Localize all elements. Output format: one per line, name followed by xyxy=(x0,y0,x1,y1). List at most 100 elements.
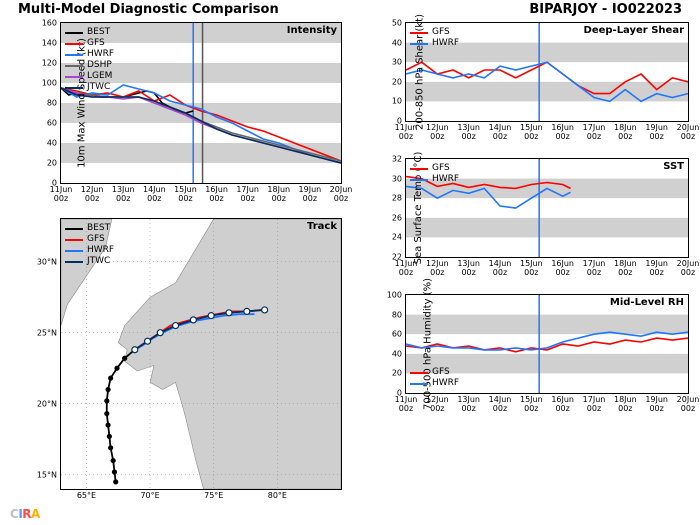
y-tick: 40 xyxy=(374,349,402,358)
y-tick: 20 xyxy=(374,77,402,86)
legend-item: GFS xyxy=(65,38,114,49)
x-tick: 15Jun 00z xyxy=(520,123,543,141)
x-tick: 65°E xyxy=(77,491,96,500)
legend-swatch xyxy=(410,372,428,374)
legend-label: LGEM xyxy=(87,71,112,82)
legend-swatch xyxy=(65,250,83,252)
y-tick: 60 xyxy=(374,330,402,339)
x-tick: 11Jun 00z xyxy=(395,123,418,141)
y-tick: 80 xyxy=(29,99,57,108)
legend-swatch xyxy=(65,65,83,67)
y-tick: 25°N xyxy=(27,328,57,337)
x-tick: 11Jun 00z xyxy=(395,395,418,413)
y-tick: 100 xyxy=(374,291,402,300)
x-tick: 15Jun 00z xyxy=(520,395,543,413)
sst-panel: SSTSea Surface Temp (°C)22242628303211Ju… xyxy=(405,158,689,258)
x-tick: 11Jun 00z xyxy=(50,185,73,203)
legend-swatch xyxy=(65,87,83,89)
legend-item: DSHP xyxy=(65,60,114,71)
legend-label: DSHP xyxy=(87,60,112,71)
y-tick: 30 xyxy=(374,174,402,183)
y-tick: 40 xyxy=(374,38,402,47)
x-tick: 12Jun 00z xyxy=(426,123,449,141)
x-tick: 14Jun 00z xyxy=(489,259,512,277)
legend: BESTGFSHWRFJTWC xyxy=(65,223,114,267)
y-tick: 30 xyxy=(374,58,402,67)
legend-swatch xyxy=(65,32,83,34)
legend-item: JTWC xyxy=(65,82,114,93)
x-tick: 13Jun 00z xyxy=(457,395,480,413)
legend-swatch xyxy=(65,43,83,45)
x-tick: 14Jun 00z xyxy=(143,185,166,203)
x-tick: 16Jun 00z xyxy=(551,259,574,277)
shear-panel: Deep-Layer Shear200-850 hPa Shear (kt)01… xyxy=(405,22,689,122)
y-tick: 15°N xyxy=(27,470,57,479)
x-tick: 12Jun 00z xyxy=(426,395,449,413)
x-tick: 15Jun 00z xyxy=(174,185,197,203)
x-tick: 17Jun 00z xyxy=(583,259,606,277)
x-tick: 17Jun 00z xyxy=(583,395,606,413)
main-title: Multi-Model Diagnostic Comparison xyxy=(18,2,279,17)
y-tick: 100 xyxy=(29,79,57,88)
x-tick: 13Jun 00z xyxy=(457,123,480,141)
x-tick: 15Jun 00z xyxy=(520,259,543,277)
panel-corner-label: SST xyxy=(663,161,684,172)
legend-label: GFS xyxy=(87,38,105,49)
x-tick: 18Jun 00z xyxy=(614,259,637,277)
legend-label: GFS xyxy=(432,27,450,38)
y-axis-label: 700-500 hPa Humidity (%) xyxy=(423,278,434,410)
legend: GFSHWRF xyxy=(410,27,459,49)
y-tick: 120 xyxy=(29,59,57,68)
legend-item: GFS xyxy=(410,367,459,378)
legend-label: HWRF xyxy=(432,38,459,49)
y-tick: 60 xyxy=(29,119,57,128)
legend-item: BEST xyxy=(65,27,114,38)
y-tick: 20 xyxy=(374,369,402,378)
x-tick: 18Jun 00z xyxy=(614,123,637,141)
x-tick: 16Jun 00z xyxy=(205,185,228,203)
y-tick: 140 xyxy=(29,39,57,48)
y-tick: 50 xyxy=(374,19,402,28)
panel-corner-label: Intensity xyxy=(287,25,337,36)
x-tick: 20Jun 00z xyxy=(677,123,700,141)
cira-logo: CIRA xyxy=(10,507,40,521)
x-tick: 16Jun 00z xyxy=(551,395,574,413)
x-tick: 11Jun 00z xyxy=(395,259,418,277)
x-tick: 70°E xyxy=(140,491,159,500)
x-tick: 19Jun 00z xyxy=(645,123,668,141)
x-tick: 18Jun 00z xyxy=(614,395,637,413)
x-tick: 13Jun 00z xyxy=(457,259,480,277)
x-tick: 12Jun 00z xyxy=(81,185,104,203)
x-tick: 19Jun 00z xyxy=(299,185,322,203)
y-tick: 20°N xyxy=(27,399,57,408)
legend-item: HWRF xyxy=(410,38,459,49)
panel-corner-label: Deep-Layer Shear xyxy=(584,25,684,36)
x-tick: 13Jun 00z xyxy=(112,185,135,203)
y-tick: 160 xyxy=(29,19,57,28)
x-tick: 19Jun 00z xyxy=(645,395,668,413)
legend-swatch xyxy=(410,179,428,181)
y-tick: 20 xyxy=(29,159,57,168)
legend-item: HWRF xyxy=(410,174,459,185)
x-tick: 16Jun 00z xyxy=(551,123,574,141)
x-tick: 19Jun 00z xyxy=(645,259,668,277)
x-tick: 14Jun 00z xyxy=(489,395,512,413)
legend-label: BEST xyxy=(87,27,110,38)
legend-item: JTWC xyxy=(65,256,114,267)
x-tick: 17Jun 00z xyxy=(583,123,606,141)
legend-label: BEST xyxy=(87,223,110,234)
legend-item: GFS xyxy=(65,234,114,245)
legend-item: HWRF xyxy=(410,378,459,389)
x-tick: 18Jun 00z xyxy=(267,185,290,203)
y-tick: 32 xyxy=(374,155,402,164)
y-tick: 80 xyxy=(374,310,402,319)
y-tick: 10 xyxy=(374,97,402,106)
y-tick: 40 xyxy=(29,139,57,148)
legend-swatch xyxy=(65,239,83,241)
legend-label: JTWC xyxy=(87,256,110,267)
rh-panel: Mid-Level RH700-500 hPa Humidity (%)0204… xyxy=(405,294,689,394)
x-tick: 20Jun 00z xyxy=(677,259,700,277)
legend-swatch xyxy=(65,261,83,263)
legend-label: GFS xyxy=(87,234,105,245)
legend-label: GFS xyxy=(432,163,450,174)
